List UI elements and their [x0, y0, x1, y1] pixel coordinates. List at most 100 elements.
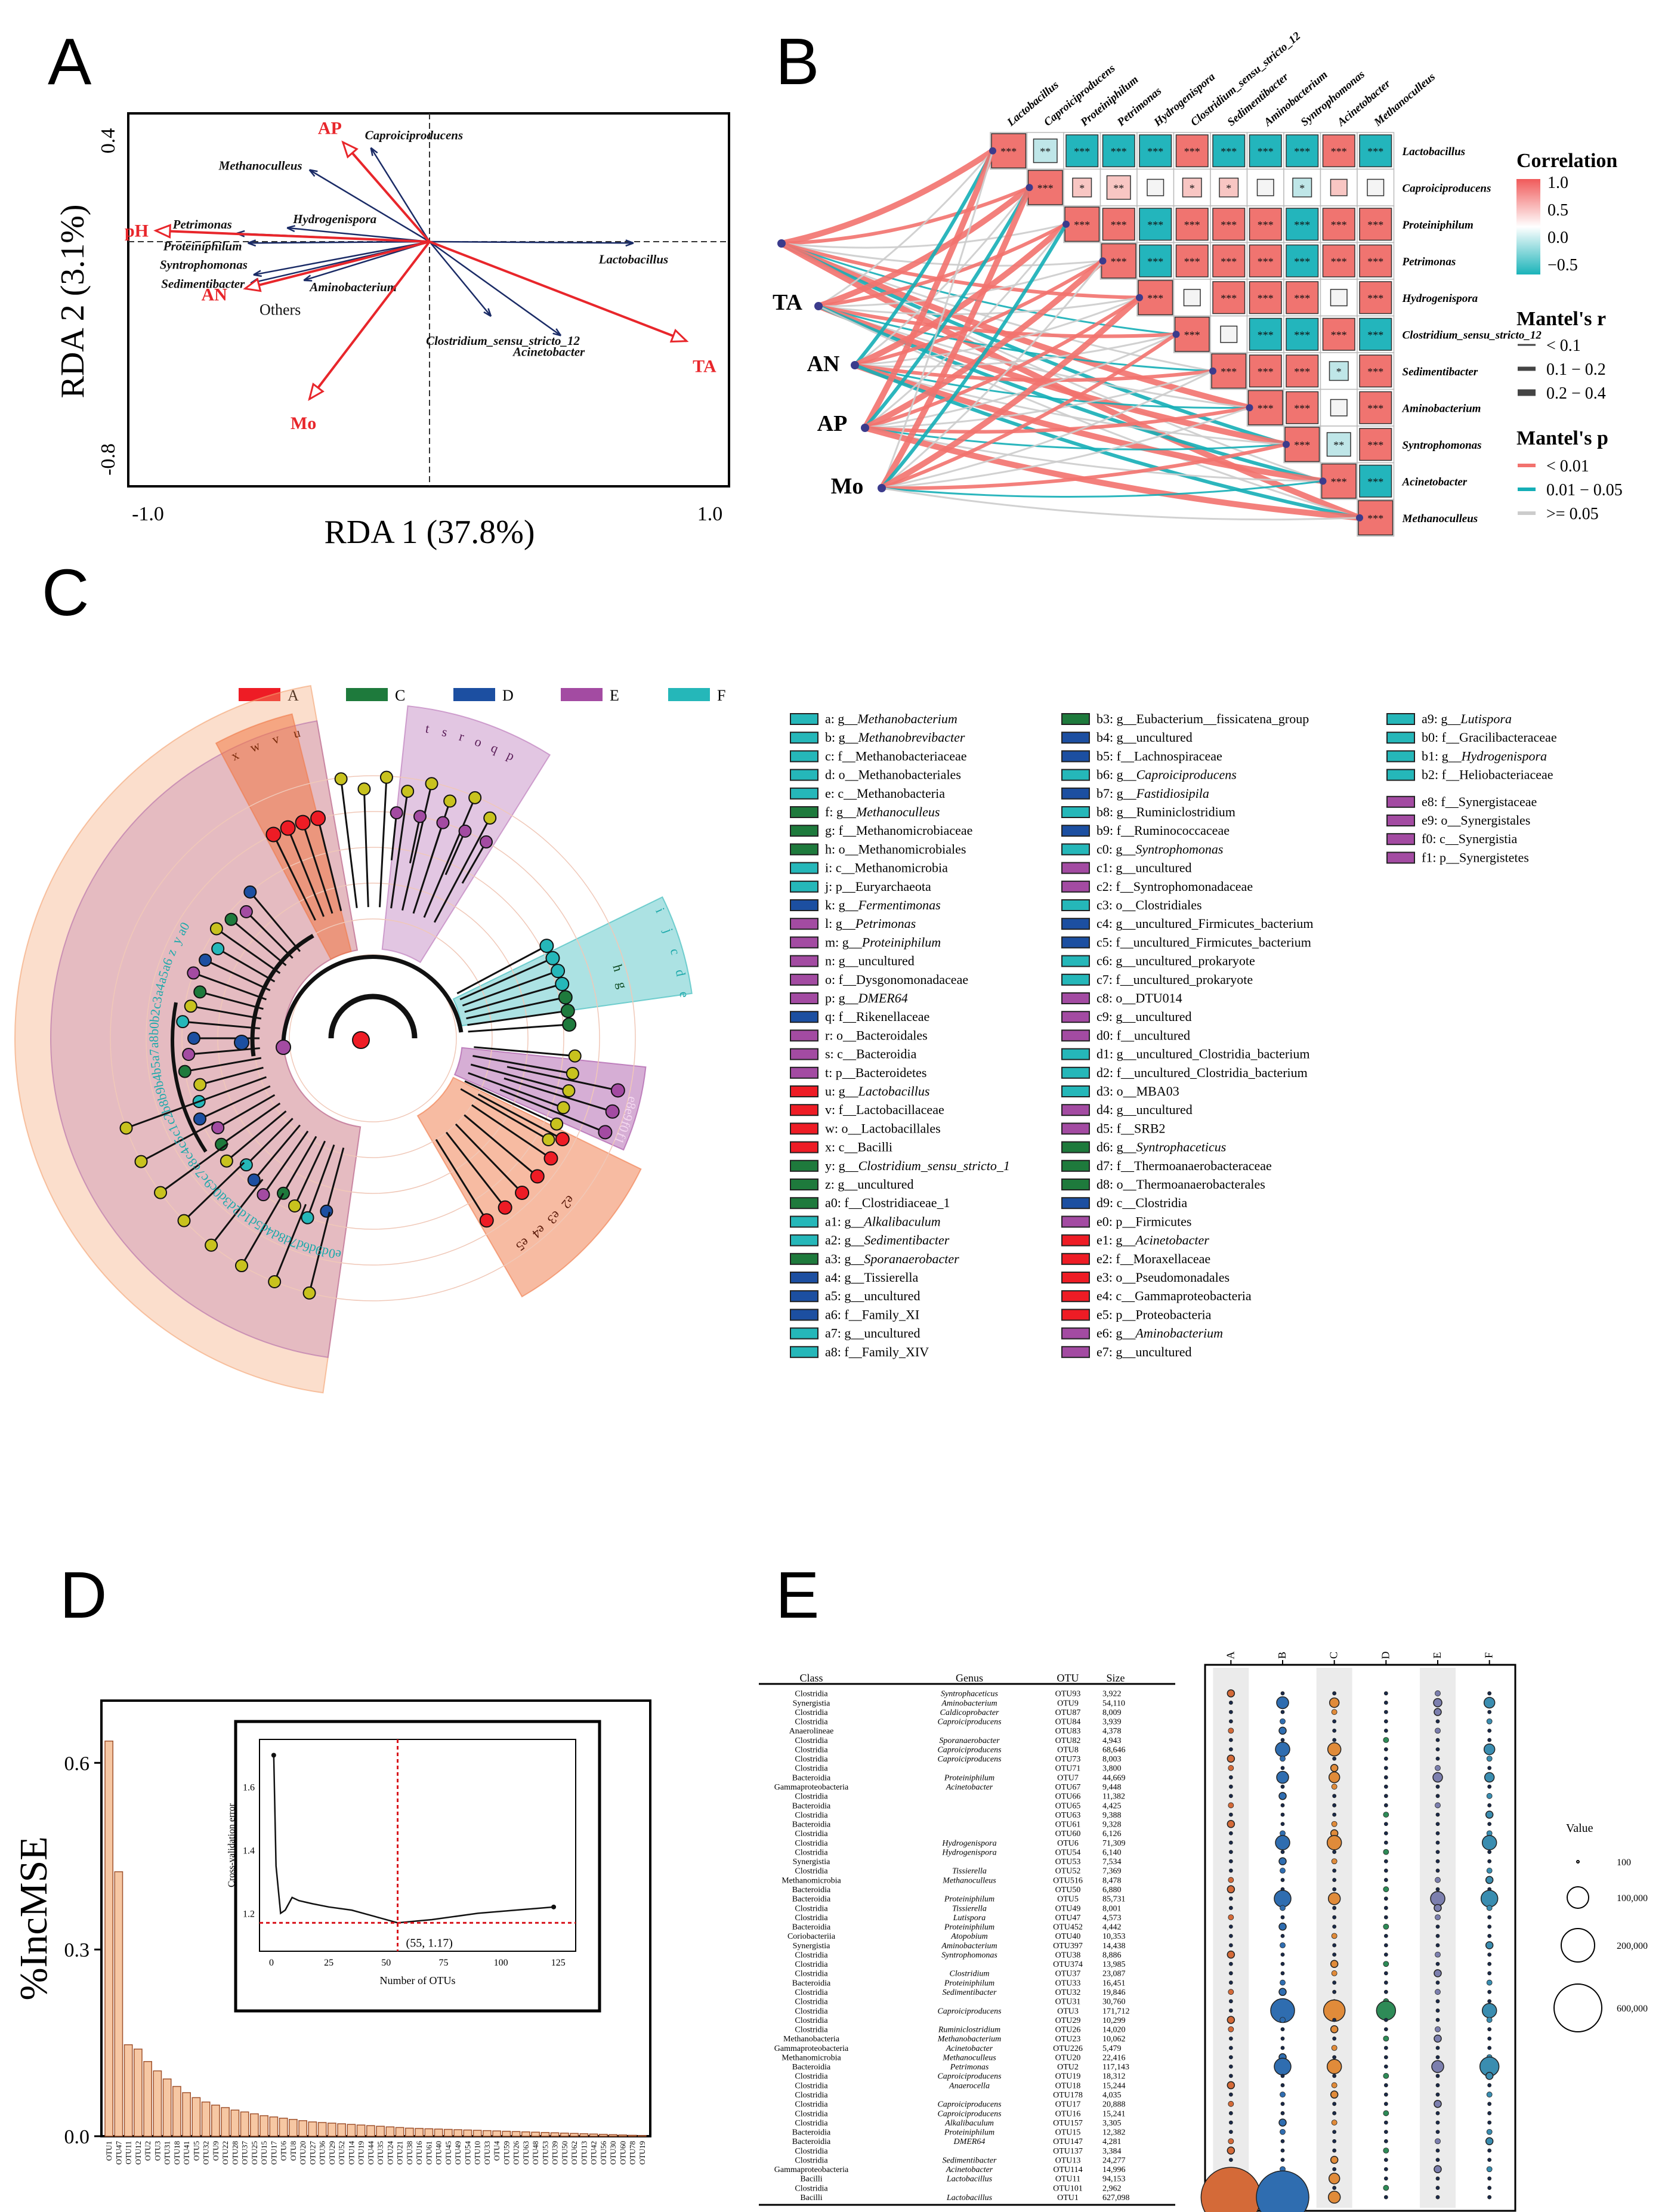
rf-bar	[560, 2133, 569, 2137]
bubble	[1328, 1771, 1340, 1784]
table-cell-otu: OTU82	[1055, 1736, 1081, 1745]
lefse-legend-swatch	[1061, 936, 1090, 949]
table-cell-genus: Lutispora	[953, 1914, 986, 1923]
bubble	[1383, 2139, 1388, 2143]
table-cell-class: Anaerolineae	[789, 1727, 834, 1736]
bubble	[1435, 2176, 1440, 2181]
bubble	[1280, 1905, 1286, 1911]
clade-letter: a8	[146, 1035, 161, 1048]
table-cell-size: 117,143	[1102, 2063, 1129, 2072]
table-cell-class: Clostridia	[795, 1764, 828, 1773]
clade-branch	[199, 991, 264, 1010]
mantel-edge	[781, 242, 1103, 267]
clade-letter: e0	[328, 1246, 342, 1263]
lefse-legend-swatch	[1061, 1141, 1090, 1153]
clade-node	[543, 1151, 558, 1166]
table-cell-otu: OTU16	[1055, 2109, 1081, 2118]
mantel-edge	[881, 480, 1323, 498]
heatmap-square	[1065, 134, 1099, 168]
table-cell-size: 14,438	[1102, 1942, 1126, 1951]
table-cell-size: 7,534	[1102, 1858, 1122, 1867]
table-cell-size: 4,943	[1102, 1736, 1122, 1745]
otu-bubble-table: Class Genus OTU Size Clostridia Syntrophaceti…	[759, 1652, 1648, 2212]
bubble	[1485, 1941, 1494, 1949]
clade-node	[483, 811, 497, 825]
rf-bar	[511, 2131, 521, 2137]
rf-xtick: OTU9	[211, 2141, 220, 2161]
heatmap-sig: ***	[1258, 329, 1274, 341]
heatmap-sig: ***	[1294, 292, 1310, 304]
bubble	[1228, 1784, 1233, 1789]
lefse-legend-swatch	[1061, 1234, 1090, 1247]
clade-branch	[435, 1139, 488, 1221]
heatmap-square	[1359, 208, 1392, 241]
heatmap-row-label: Hydrogenispora	[1402, 292, 1478, 305]
taxa-label: Petrimonas	[172, 217, 232, 232]
table-cell-otu: OTU54	[1055, 1848, 1081, 1857]
rf-xtick: OTU56	[599, 2141, 608, 2165]
rf-xtick: OTU78	[628, 2141, 637, 2165]
rf-xtick: OTU25	[250, 2141, 259, 2165]
table-cell-otu: OTU49	[1055, 1904, 1081, 1913]
bubble	[1434, 1708, 1442, 1716]
heatmap-square	[1212, 134, 1246, 168]
heatmap-square	[1249, 244, 1282, 277]
table-cell-genus: Syntrophaceticus	[941, 1690, 998, 1699]
table-cell-otu: OTU2	[1057, 2063, 1079, 2072]
bubble	[1332, 2167, 1337, 2171]
bubble	[1383, 2158, 1388, 2162]
clade-node	[239, 905, 253, 918]
table-cell-class: Bacteroidia	[792, 2128, 831, 2137]
table-cell-class: Clostridia	[795, 1839, 828, 1848]
bubble	[1435, 2092, 1440, 2097]
heatmap-sig: ***	[1294, 329, 1310, 341]
table-cell-class: Clostridia	[795, 1736, 828, 1745]
bubble	[1228, 2120, 1233, 2125]
heatmap-square	[1286, 391, 1319, 424]
table-cell-size: 14,020	[1102, 2026, 1126, 2035]
rda-xtick: -1.0	[132, 503, 164, 525]
clade-branch	[126, 1099, 205, 1129]
clade-node	[280, 820, 296, 836]
env-node	[878, 484, 886, 492]
bubble	[1434, 1969, 1442, 1977]
group-legend-label: E	[610, 687, 619, 704]
bubble	[1227, 2081, 1235, 2090]
bubble	[1486, 1905, 1493, 1911]
table-cell-otu: OTU29	[1055, 2016, 1081, 2025]
table-cell-size: 71,309	[1102, 1839, 1126, 1848]
bubble	[1383, 1775, 1388, 1779]
rf-bar	[356, 2124, 366, 2137]
clade-node	[558, 990, 573, 1005]
clade-branch	[249, 891, 301, 952]
bubble	[1332, 1803, 1337, 1807]
env-label: AN	[202, 285, 228, 305]
bubble	[1435, 1989, 1441, 1995]
bubble	[1435, 2009, 1440, 2013]
bubble	[1383, 1840, 1388, 1845]
panel-label-e: E	[776, 1559, 820, 1632]
bubble	[1383, 1923, 1389, 1930]
lefse-legend-swatch	[1061, 806, 1090, 818]
rda-xtick: 1.0	[697, 503, 723, 525]
rf-bar	[104, 1741, 113, 2137]
cv-point	[271, 1753, 276, 1758]
table-cell-genus: Proteiniphilum	[944, 2128, 994, 2137]
bubble	[1487, 1803, 1492, 1807]
table-cell-otu: OTU37	[1055, 1970, 1081, 1979]
table-cell-class: Clostridia	[795, 2119, 828, 2128]
bubble	[1228, 1775, 1233, 1779]
lefse-legend-item: z: g__uncultured	[825, 1177, 913, 1192]
mantel-edge	[780, 148, 994, 246]
lefse-legend-item: b8: g__Ruminiclostridium	[1096, 804, 1235, 819]
clade-branch	[245, 911, 294, 959]
taxa-label: Methanoculleus	[218, 159, 302, 173]
bubble	[1228, 1896, 1233, 1901]
heatmap-square	[1249, 354, 1282, 388]
bubble	[1435, 2186, 1440, 2190]
rf-bar	[114, 1871, 123, 2137]
lefse-legend-swatch	[1061, 899, 1090, 911]
rf-xtick: OTU40	[434, 2141, 443, 2165]
clade-branch	[390, 791, 409, 909]
